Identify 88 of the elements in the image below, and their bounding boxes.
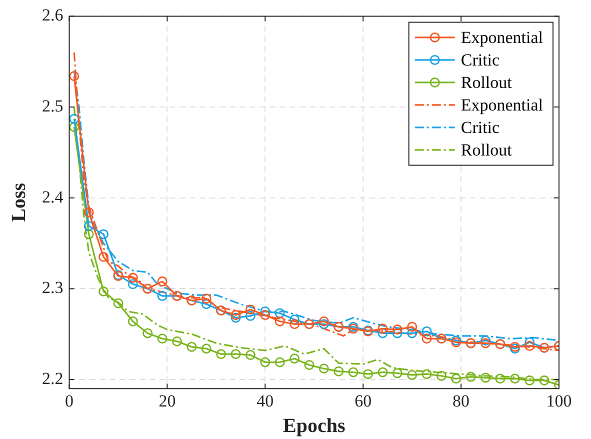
point (480, 338, 491, 348)
x-tick-label: 40 (256, 391, 274, 410)
point (392, 328, 402, 338)
point (407, 328, 418, 338)
point (186, 342, 197, 352)
point (524, 337, 535, 348)
point (422, 334, 432, 344)
point (318, 316, 329, 326)
y-tick-label: 2.6 (42, 6, 64, 25)
y-tick-label: 2.4 (42, 187, 64, 206)
x-tick-label: 20 (158, 391, 176, 410)
x-tick-label: 80 (452, 391, 470, 410)
point (274, 308, 285, 318)
x-axis-title: Epochs (283, 415, 346, 438)
point (84, 229, 94, 240)
y-axis-title: Loss (8, 182, 30, 222)
y-tick-label: 2.3 (42, 278, 64, 298)
point (128, 316, 138, 326)
point (290, 354, 300, 364)
point (201, 344, 212, 354)
legend-label: Critic (460, 118, 500, 137)
point (539, 375, 550, 386)
point (128, 272, 138, 283)
point (84, 207, 94, 218)
point (113, 298, 124, 308)
point (451, 374, 462, 384)
point (480, 372, 491, 383)
point (201, 294, 212, 304)
point (245, 304, 256, 315)
point (69, 71, 80, 82)
point (436, 370, 446, 381)
point (201, 299, 212, 310)
point (378, 328, 388, 338)
point (230, 310, 241, 320)
point (98, 286, 109, 296)
point (524, 375, 535, 386)
point (260, 306, 270, 316)
x-tick-label: 60 (354, 391, 372, 410)
point (422, 369, 432, 380)
point (480, 335, 491, 346)
point (407, 322, 418, 332)
point (363, 369, 373, 380)
point (378, 367, 388, 378)
point (524, 340, 535, 351)
point (84, 221, 94, 232)
point (128, 279, 138, 290)
x-tick-label: 0 (65, 391, 74, 410)
point (274, 316, 285, 326)
point (304, 360, 314, 370)
x-tick-label: 100 (546, 391, 572, 410)
y-tick-label: 2.2 (42, 368, 64, 388)
point (260, 357, 270, 368)
legend-label: Critic (460, 50, 500, 70)
point (290, 319, 300, 330)
legend-label: Exponential (460, 28, 544, 47)
point (157, 276, 168, 286)
point (290, 314, 300, 325)
point (407, 370, 418, 380)
point (334, 366, 344, 376)
point (348, 367, 358, 378)
legend-label: Rollout (460, 140, 512, 160)
point (172, 336, 182, 346)
point (69, 122, 80, 132)
point (216, 349, 226, 360)
point (230, 312, 241, 323)
y-tick-label: 2.5 (42, 96, 64, 116)
point (260, 310, 270, 320)
legend-label: Rollout (460, 72, 512, 92)
point (245, 310, 256, 321)
legend-label: Exponential (460, 95, 544, 114)
point (378, 324, 388, 334)
point (157, 290, 168, 301)
point (98, 252, 109, 262)
point (318, 319, 329, 330)
point (392, 324, 402, 335)
point (510, 374, 520, 384)
point (69, 114, 80, 124)
point (392, 368, 402, 378)
point (98, 229, 109, 240)
point (245, 350, 256, 360)
point (157, 334, 168, 344)
point (230, 349, 241, 360)
point (422, 326, 432, 336)
point (466, 372, 476, 382)
point (274, 357, 285, 368)
point (495, 374, 506, 384)
point (142, 328, 153, 338)
point (318, 364, 329, 374)
